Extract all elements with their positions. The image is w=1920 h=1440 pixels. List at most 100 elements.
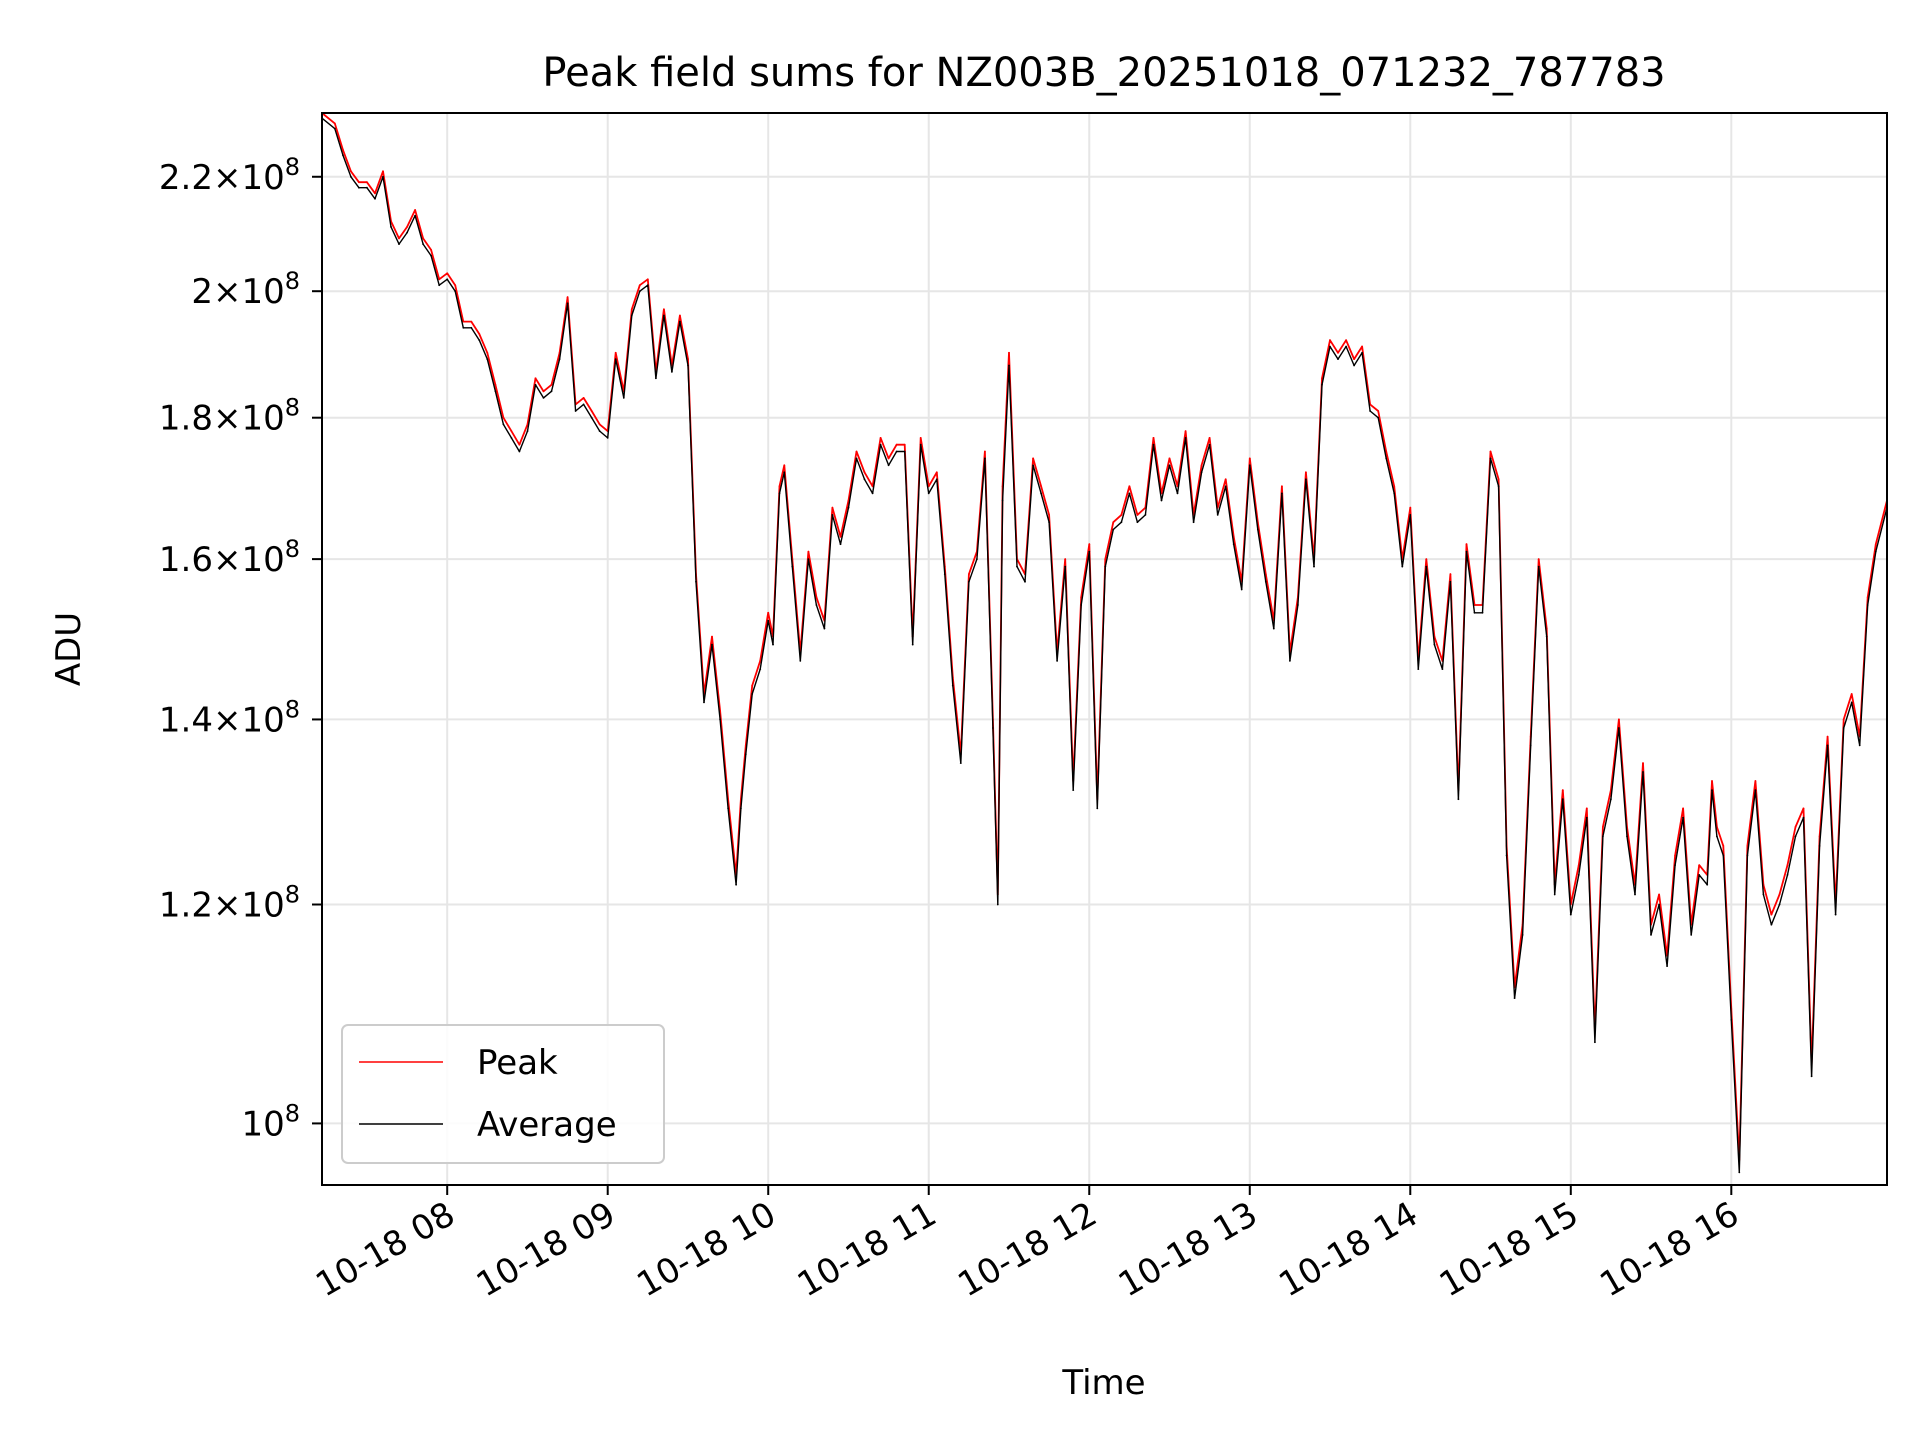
data-point [1128, 492, 1131, 495]
data-point [542, 397, 545, 399]
data-point [1393, 485, 1396, 488]
data-point [1762, 893, 1765, 896]
data-point [879, 443, 882, 446]
data-point [1128, 485, 1131, 488]
data-point [1200, 464, 1203, 467]
chart-title: Peak field sums for NZ003B_20251018_0712… [542, 50, 1665, 96]
data-point [1754, 789, 1757, 791]
data-point [663, 314, 665, 317]
data-point [1345, 339, 1347, 342]
data-point [1489, 450, 1492, 453]
data-point [671, 371, 673, 373]
data-point [430, 254, 432, 257]
data-point [1281, 492, 1283, 495]
data-point [1770, 913, 1773, 916]
data-point [1874, 550, 1877, 553]
data-point [526, 430, 529, 432]
data-point [1594, 1041, 1596, 1044]
data-point [751, 693, 754, 695]
data-point [1690, 934, 1693, 936]
data-point [1096, 807, 1099, 810]
data-point [1682, 816, 1684, 819]
data-point [895, 443, 898, 446]
data-point [778, 492, 781, 495]
data-point [1698, 864, 1701, 866]
data-point [438, 284, 441, 287]
data-point [1642, 771, 1644, 773]
data-point [1481, 611, 1484, 614]
data-point [1136, 521, 1139, 524]
data-point [1505, 854, 1508, 857]
data-point [606, 437, 609, 439]
data-point [622, 397, 625, 399]
data-point [1361, 351, 1363, 354]
data-point [863, 478, 866, 481]
data-point [1553, 893, 1556, 896]
data-point [1080, 604, 1083, 606]
data-point [984, 450, 986, 453]
data-point [711, 635, 713, 638]
data-point [1240, 588, 1243, 591]
data-point [1818, 845, 1821, 847]
data-point [968, 573, 970, 576]
data-point [1184, 437, 1187, 439]
data-point [1602, 835, 1604, 838]
data-point [366, 186, 368, 189]
data-point [1208, 437, 1211, 439]
data-point [839, 543, 842, 546]
data-point [1850, 701, 1853, 704]
data-point [1104, 565, 1107, 568]
data-point [887, 457, 890, 460]
data-point [1168, 457, 1171, 460]
y-axis: 108 1.2×108 1.4×108 1.6×108 1.8×108 2×108 2.2×… [159, 153, 322, 1144]
data-point [1152, 443, 1155, 446]
data-point [815, 596, 818, 599]
data-point [1610, 798, 1612, 801]
data-point [911, 643, 914, 646]
data-point [1433, 643, 1436, 646]
data-point [646, 278, 649, 281]
data-point [1722, 845, 1725, 847]
data-point [566, 302, 569, 305]
data-point [935, 478, 938, 481]
data-point [1674, 864, 1676, 866]
data-point [1281, 485, 1283, 488]
data-point [935, 471, 938, 474]
data-point [382, 175, 384, 178]
data-point [1385, 457, 1388, 460]
data-point [1409, 514, 1412, 516]
data-point [1457, 798, 1460, 801]
data-point [1337, 358, 1339, 360]
data-point [1008, 351, 1010, 354]
data-point [478, 333, 481, 335]
data-point [772, 643, 774, 646]
data-point [1521, 934, 1524, 936]
data-point [1032, 464, 1034, 467]
data-point [1706, 883, 1709, 886]
data-point [1008, 364, 1010, 367]
data-point [744, 753, 747, 756]
data-point [1208, 443, 1211, 446]
data-point [1393, 492, 1396, 495]
data-point [1176, 492, 1179, 495]
data-point [807, 550, 810, 553]
data-point [542, 390, 545, 393]
data-point [366, 181, 368, 184]
data-point [984, 457, 986, 460]
data-point [855, 450, 858, 453]
data-point [1513, 997, 1516, 999]
data-point [1850, 693, 1853, 695]
data-point [398, 243, 400, 246]
data-point [614, 358, 617, 360]
data-point [783, 464, 786, 467]
data-point [1032, 457, 1034, 460]
data-point [1353, 364, 1355, 367]
data-point [1289, 660, 1291, 662]
data-point [390, 226, 392, 228]
data-point [342, 148, 344, 151]
data-point [550, 383, 553, 386]
data-point [1232, 543, 1235, 546]
data-point [446, 278, 449, 281]
data-point [1465, 543, 1468, 546]
data-point [1449, 573, 1452, 576]
